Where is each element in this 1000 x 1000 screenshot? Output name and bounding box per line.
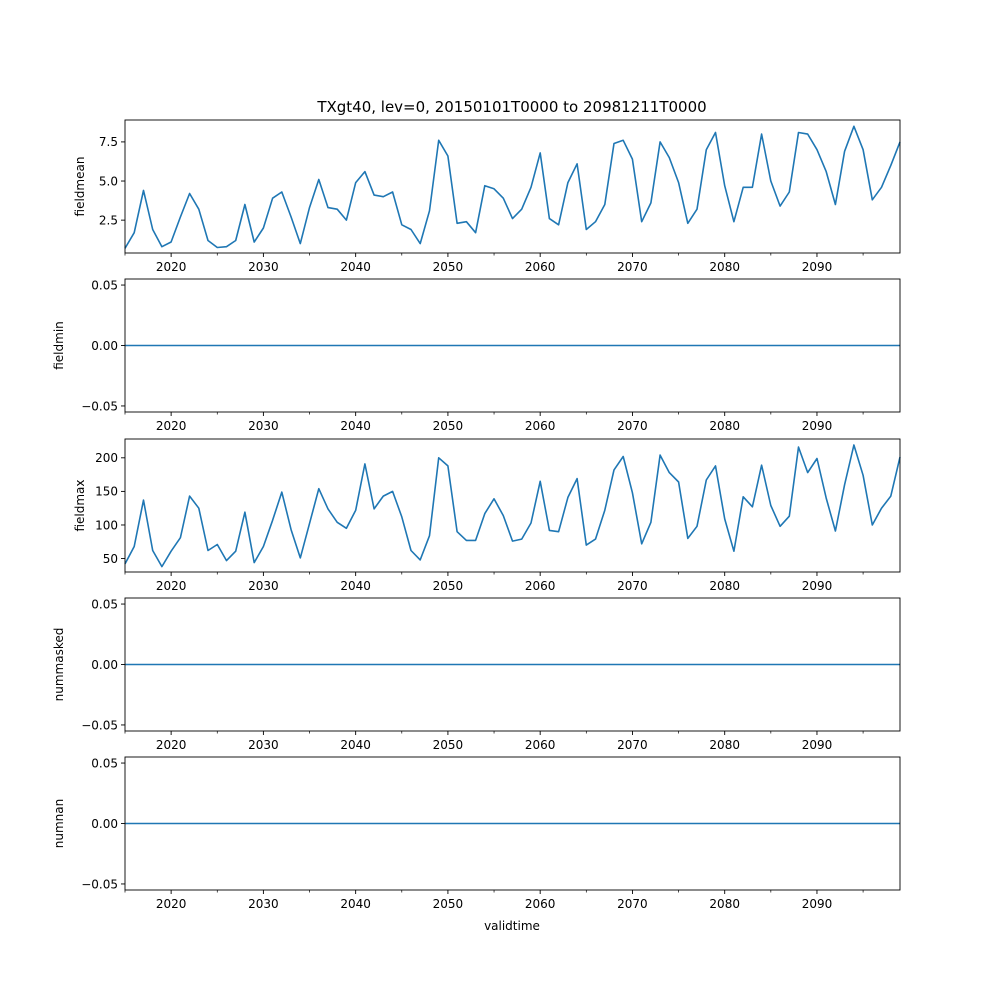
- figure-title: TXgt40, lev=0, 20150101T0000 to 20981211…: [316, 98, 706, 116]
- x-tick-label: 2090: [802, 260, 833, 274]
- x-tick-label: 2030: [248, 419, 279, 433]
- x-tick-label: 2040: [340, 897, 371, 911]
- x-tick-label: 2070: [617, 419, 648, 433]
- subplot-numnan: −0.05 0.00 0.05 2020 2030 2040 2050 2060 2070 208…: [52, 756, 901, 911]
- y-tick-label: 50: [103, 552, 118, 566]
- subplot-fieldmin: −0.05 0.00 0.05 2020 2030 2040 2050 2060 2070 208…: [52, 278, 901, 433]
- x-tick-label: 2030: [248, 260, 279, 274]
- x-tick-label: 2060: [525, 897, 556, 911]
- y-tick-label: 0.05: [91, 278, 118, 292]
- y-tick-label: −0.05: [81, 718, 118, 732]
- x-tick-label: 2090: [802, 419, 833, 433]
- y-tick-label: 0.05: [91, 597, 118, 611]
- axes-frame: [124, 438, 901, 573]
- y-tick-label: 100: [95, 518, 118, 532]
- axes-frame: [124, 119, 901, 254]
- x-tick-label: 2020: [156, 579, 187, 593]
- y-tick-label: 150: [95, 485, 118, 499]
- x-tick-label: 2020: [156, 419, 187, 433]
- y-axis-label: numnan: [52, 799, 66, 848]
- x-tick-label: 2030: [248, 579, 279, 593]
- x-tick-label: 2060: [525, 419, 556, 433]
- x-tick-label: 2080: [709, 419, 740, 433]
- y-axis-label: fieldmax: [73, 479, 87, 531]
- x-tick-label: 2090: [802, 738, 833, 752]
- x-tick-label: 2090: [802, 579, 833, 593]
- y-tick-label: 0.00: [91, 658, 118, 672]
- x-tick-label: 2080: [709, 260, 740, 274]
- y-tick-label: 0.00: [91, 817, 118, 831]
- y-tick-label: −0.05: [81, 399, 118, 413]
- series-line-fieldmax: [124, 444, 901, 568]
- x-tick-label: 2070: [617, 738, 648, 752]
- y-axis-label: fieldmean: [73, 157, 87, 217]
- y-tick-label: 0.05: [91, 756, 118, 770]
- x-tick-label: 2050: [433, 579, 464, 593]
- series-line-fieldmean: [124, 125, 901, 249]
- x-tick-label: 2050: [433, 260, 464, 274]
- subplots: 2.5 5.0 7.5 2020 2030 2040 2050 2060 2070 2080 209…: [52, 119, 901, 911]
- x-tick-label: 2040: [340, 579, 371, 593]
- x-tick-label: 2040: [340, 738, 371, 752]
- y-axis-label: fieldmin: [52, 321, 66, 370]
- y-tick-label: 0.00: [91, 339, 118, 353]
- x-tick-label: 2020: [156, 897, 187, 911]
- x-tick-label: 2050: [433, 738, 464, 752]
- x-tick-label: 2040: [340, 260, 371, 274]
- x-tick-label: 2080: [709, 738, 740, 752]
- x-tick-label: 2060: [525, 579, 556, 593]
- x-axis-label: validtime: [484, 919, 540, 933]
- subplot-nummasked: −0.05 0.00 0.05 2020 2030 2040 2050 2060 2070 208…: [52, 597, 901, 752]
- x-tick-label: 2030: [248, 897, 279, 911]
- y-tick-label: 200: [95, 451, 118, 465]
- y-tick-label: 2.5: [99, 213, 118, 227]
- x-tick-label: 2030: [248, 738, 279, 752]
- x-tick-label: 2020: [156, 738, 187, 752]
- x-tick-label: 2080: [709, 897, 740, 911]
- subplot-fieldmax: 50 100 150 200 2020 2030 2040 2050 2060 2070 2080 2…: [73, 438, 901, 593]
- y-tick-label: −0.05: [81, 877, 118, 891]
- y-tick-label: 7.5: [99, 135, 118, 149]
- x-tick-label: 2070: [617, 579, 648, 593]
- x-tick-label: 2080: [709, 579, 740, 593]
- x-tick-label: 2070: [617, 260, 648, 274]
- x-tick-label: 2070: [617, 897, 648, 911]
- y-tick-label: 5.0: [99, 174, 118, 188]
- x-tick-label: 2020: [156, 260, 187, 274]
- y-axis-label: nummasked: [52, 628, 66, 702]
- x-tick-label: 2040: [340, 419, 371, 433]
- x-tick-label: 2050: [433, 897, 464, 911]
- x-tick-label: 2050: [433, 419, 464, 433]
- subplot-fieldmean: 2.5 5.0 7.5 2020 2030 2040 2050 2060 2070 2080 209…: [73, 119, 901, 274]
- x-tick-label: 2060: [525, 738, 556, 752]
- x-tick-label: 2090: [802, 897, 833, 911]
- x-tick-label: 2060: [525, 260, 556, 274]
